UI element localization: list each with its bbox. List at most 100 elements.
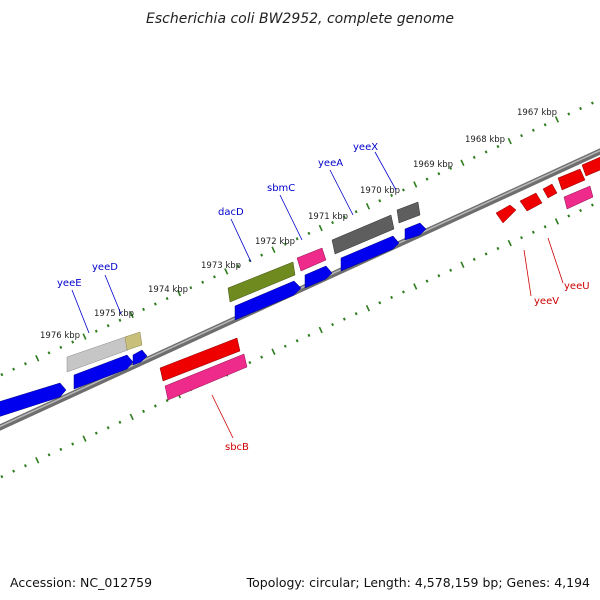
inner-tick-mark <box>531 230 535 234</box>
outer-tick-mark <box>295 237 299 241</box>
gene-block-red[interactable] <box>581 155 600 177</box>
inner-tick-mark <box>271 348 276 355</box>
inner-tick-mark <box>82 435 87 442</box>
inner-tick-mark <box>401 290 405 294</box>
inner-tick-mark <box>543 225 547 229</box>
gene-block-blue[interactable] <box>404 222 427 241</box>
inner-tick-mark <box>248 360 252 365</box>
inner-tick-mark <box>590 203 594 207</box>
gene-block-blue[interactable] <box>340 235 400 272</box>
gene-block-pink[interactable] <box>164 353 248 401</box>
outer-tick-mark <box>176 289 182 297</box>
inner-tick-mark <box>94 431 98 435</box>
gene-label-yeeE[interactable]: yeeE <box>57 278 82 289</box>
gene-block-blue[interactable] <box>0 382 67 418</box>
gene-block-olive[interactable] <box>227 261 296 303</box>
gene-label-sbcB[interactable]: sbcB <box>225 442 249 453</box>
gene-label-yeeX[interactable]: yeeX <box>353 142 378 153</box>
inner-tick-mark <box>35 457 40 464</box>
outer-tick-mark <box>484 150 488 154</box>
gene-block-khaki[interactable] <box>124 331 143 351</box>
outer-tick-mark <box>47 351 51 355</box>
outer-tick-mark <box>401 188 405 192</box>
inner-tick-mark <box>449 268 453 272</box>
gene-block-blue[interactable] <box>73 354 134 390</box>
gene-label-yeeD[interactable]: yeeD <box>92 262 118 273</box>
inner-tick-mark <box>71 442 75 446</box>
inner-tick-mark <box>567 214 571 218</box>
scale-label: 1967 kbp <box>517 108 557 118</box>
outer-tick-mark <box>520 134 524 138</box>
outer-tick-mark <box>59 345 63 350</box>
scale-label: 1968 kbp <box>465 135 505 145</box>
scale-label: 1976 kbp <box>40 331 80 341</box>
gene-block-red[interactable] <box>159 337 241 382</box>
outer-tick-mark <box>153 302 157 306</box>
outer-tick-mark <box>248 258 252 263</box>
outer-tick-mark <box>224 268 229 275</box>
outer-tick-mark <box>307 231 311 236</box>
inner-tick-mark <box>129 413 134 421</box>
inner-tick-mark <box>390 295 394 299</box>
outer-tick-mark <box>378 199 382 203</box>
inner-tick-mark <box>307 333 311 338</box>
inner-tick-mark <box>507 239 512 247</box>
gene-block-blue[interactable] <box>234 280 302 321</box>
accession-text: Accession: NC_012759 <box>10 575 152 590</box>
inner-tick-mark <box>579 208 583 213</box>
gene-block-red[interactable] <box>519 192 543 212</box>
gene-label-sbmC[interactable]: sbmC <box>267 183 295 194</box>
inner-tick-mark <box>378 301 382 305</box>
outer-tick-mark <box>590 101 594 105</box>
inner-tick-mark <box>554 218 560 225</box>
inner-tick-mark <box>342 317 346 321</box>
scale-labels: 1967 kbp 1968 kbp 1969 kbp 1970 kbp 1971… <box>40 108 557 341</box>
gene-block-pink[interactable] <box>296 247 327 272</box>
gene-block-pink[interactable] <box>563 185 594 210</box>
inner-tick-mark <box>59 447 63 452</box>
gene-block-dark-grey[interactable] <box>331 214 395 255</box>
inner-tick-mark <box>142 409 146 414</box>
outer-tick-mark <box>342 215 346 219</box>
gene-block-red[interactable] <box>557 168 586 191</box>
gene-block-red[interactable] <box>495 204 517 224</box>
outer-tick-mark <box>0 372 4 377</box>
inner-tick-mark <box>331 322 335 327</box>
genome-summary-text: Topology: circular; Length: 4,578,159 bp… <box>246 575 590 590</box>
gene-block-blue[interactable] <box>132 349 148 366</box>
outer-tick-mark <box>354 210 358 214</box>
inner-tick-mark <box>12 469 16 473</box>
outer-tick-mark <box>23 362 27 366</box>
gene-block-blue[interactable] <box>304 265 333 289</box>
outer-tick-mark <box>260 253 264 257</box>
inner-tick-mark <box>354 312 358 316</box>
gene-label-yeeA[interactable]: yeeA <box>318 158 343 169</box>
gene-block-dark-grey[interactable] <box>396 201 421 224</box>
outer-tick-mark <box>496 144 500 149</box>
outer-tick-mark <box>129 311 134 319</box>
outer-tick-mark <box>71 340 75 344</box>
map-title: Escherichia coli BW2952, complete genome <box>146 11 454 27</box>
gene-label-yeeV[interactable]: yeeV <box>534 296 559 307</box>
inner-tick-mark <box>496 246 500 251</box>
inner-tick-mark <box>106 426 110 430</box>
inner-tick-mark <box>425 279 429 283</box>
gene-block-red[interactable] <box>542 183 558 199</box>
inner-tick-mark <box>484 252 488 256</box>
gene-label-dacD[interactable]: dacD <box>218 207 244 218</box>
outer-tick-mark <box>35 355 40 362</box>
gene-label-yeeU[interactable]: yeeU <box>564 281 590 292</box>
outer-tick-track <box>0 101 594 377</box>
inner-tick-mark <box>153 404 157 408</box>
gene-block-light-grey[interactable] <box>66 335 129 373</box>
inner-tick-track <box>0 203 594 479</box>
inner-tick-mark <box>47 453 51 457</box>
scale-label: 1972 kbp <box>255 237 295 247</box>
outer-tick-mark <box>118 318 122 322</box>
inner-tick-mark <box>0 474 4 479</box>
outer-tick-mark <box>12 367 16 371</box>
outer-tick-mark <box>425 177 429 181</box>
inner-tick-mark <box>413 283 418 290</box>
outer-tick-mark <box>554 116 560 123</box>
